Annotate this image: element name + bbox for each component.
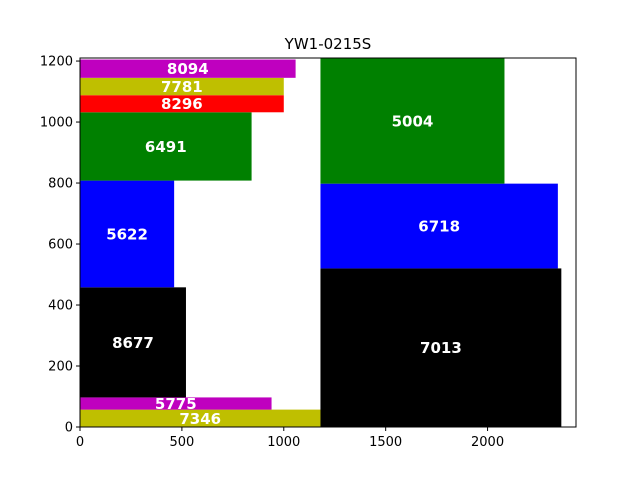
treemap-rect-label: 6491 — [145, 138, 187, 156]
y-tick-label: 0 — [65, 421, 73, 436]
treemap-rect-5775 — [80, 397, 272, 410]
x-tick-label: 1000 — [267, 435, 300, 450]
treemap-rect-label: 8677 — [112, 334, 154, 352]
treemap-rect-5622 — [80, 180, 175, 288]
x-tick-label: 500 — [169, 435, 194, 450]
treemap-rect-8677 — [80, 287, 186, 398]
treemap-rect-7013 — [320, 268, 562, 427]
x-tick-label: 2000 — [471, 435, 504, 450]
treemap-rect-label: 7346 — [179, 410, 221, 428]
x-axis: 0 500 1000 1500 2000 — [76, 427, 504, 450]
y-axis: 0 200 400 600 800 1000 1200 — [40, 55, 80, 436]
y-tick-label: 200 — [48, 360, 73, 375]
treemap-rect-label: 5775 — [155, 395, 197, 413]
y-tick-label: 600 — [48, 238, 73, 253]
treemap-rect-label: 6718 — [418, 218, 460, 236]
treemap-rect-7346 — [80, 409, 321, 427]
treemap-rect-label: 8296 — [161, 95, 203, 113]
treemap-rect-8094 — [80, 59, 296, 78]
rects-layer — [80, 58, 562, 427]
treemap-rect-label: 5004 — [392, 112, 434, 130]
y-tick-label: 1200 — [40, 55, 73, 70]
treemap-rect-5004 — [320, 58, 505, 184]
treemap-rect-6491 — [80, 112, 252, 181]
treemap-rect-label: 7013 — [420, 339, 462, 357]
y-tick-label: 800 — [48, 177, 73, 192]
treemap-rect-6718 — [320, 183, 558, 269]
treemap-rect-label: 8094 — [167, 60, 209, 78]
treemap-rect-8296 — [80, 95, 284, 113]
treemap-rect-label: 7781 — [161, 78, 203, 96]
x-tick-label: 0 — [76, 435, 84, 450]
chart-title: YW1-0215S — [284, 35, 372, 53]
plot-frame — [79, 57, 577, 428]
treemap-rect-7781 — [80, 77, 284, 96]
treemap-rect-label: 5622 — [106, 225, 148, 243]
y-tick-label: 400 — [48, 299, 73, 314]
x-tick-label: 1500 — [369, 435, 402, 450]
y-tick-label: 1000 — [40, 116, 73, 131]
